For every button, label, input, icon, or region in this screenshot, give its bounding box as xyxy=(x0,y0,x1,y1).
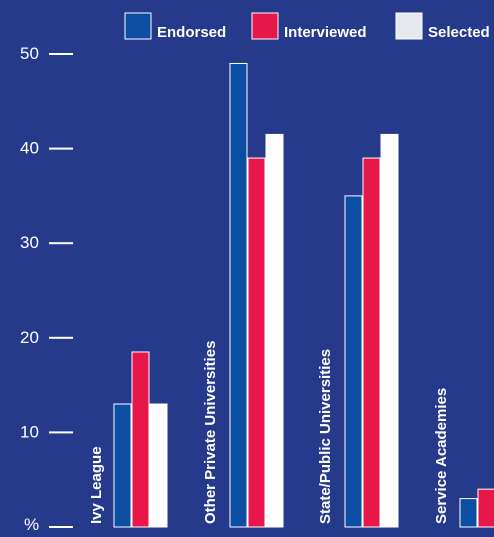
category-label-other-private-universities: Other Private Universities xyxy=(202,341,219,524)
bar-interviewed xyxy=(477,488,494,528)
y-tick-label: 40 xyxy=(20,139,39,158)
bars xyxy=(113,62,494,528)
legend-item-endorsed: Endorsed xyxy=(124,12,226,41)
legend-swatch xyxy=(395,12,423,40)
y-tick-label: 10 xyxy=(20,422,39,441)
y-tick-mark xyxy=(49,526,73,528)
y-tick-mark xyxy=(49,242,73,245)
y-tick-label: 20 xyxy=(20,328,39,347)
legend: Endorsed Interviewed Selected xyxy=(124,12,490,41)
bar-interviewed xyxy=(362,157,381,528)
bar-group-service-academies xyxy=(459,488,494,528)
y-tick-mark xyxy=(49,336,73,339)
legend-swatch xyxy=(251,12,279,40)
y-axis: 10 20 30 40 50% xyxy=(20,44,73,534)
legend-item-selected: Selected xyxy=(395,12,490,41)
bar-selected xyxy=(265,133,284,528)
bar-group-other-private-universities xyxy=(229,62,284,528)
y-tick-label: 50 xyxy=(20,44,39,63)
y-axis-unit-label: % xyxy=(24,515,39,532)
y-tick-mark xyxy=(49,53,73,55)
bar-interviewed xyxy=(247,157,266,528)
bar-group-state-public-universities xyxy=(344,133,399,528)
legend-swatch xyxy=(124,12,152,40)
category-label-service-academies: Service Academies xyxy=(433,388,450,524)
bar-endorsed xyxy=(229,62,248,528)
y-tick-mark xyxy=(49,431,73,434)
bar-group-ivy-league xyxy=(113,351,168,528)
legend-label: Endorsed xyxy=(157,24,226,41)
legend-label: Selected xyxy=(428,24,490,41)
bar-selected xyxy=(380,133,399,528)
legend-label: Interviewed xyxy=(284,24,367,41)
category-label-ivy-league: Ivy League xyxy=(88,446,105,524)
y-tick-label: 30 xyxy=(20,233,39,252)
bar-endorsed xyxy=(113,403,132,528)
category-labels: Ivy League Other Private Universities Stat… xyxy=(88,341,450,524)
bar-selected xyxy=(149,403,168,528)
legend-item-interviewed: Interviewed xyxy=(251,12,367,41)
bar-interviewed xyxy=(131,351,150,528)
bar-endorsed xyxy=(459,498,478,528)
y-tick-mark xyxy=(49,147,73,150)
category-label-state-public-universities: State/Public Universities xyxy=(317,349,334,524)
bar-endorsed xyxy=(344,195,363,528)
